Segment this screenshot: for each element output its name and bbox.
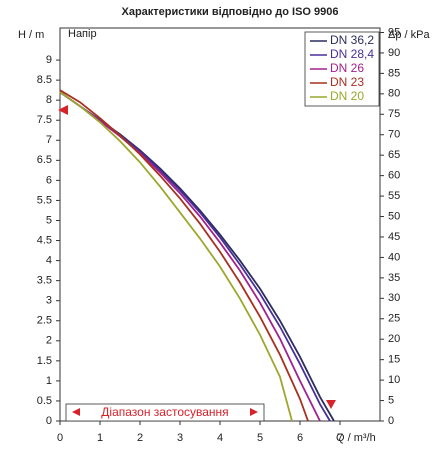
y2-tick-label: 95 [388,26,400,38]
y-tick-label: 2 [46,335,52,347]
y2-tick-label: 55 [388,190,400,202]
y2-tick-label: 40 [388,251,400,263]
x-tick-label: 3 [177,432,183,444]
chart-title: Характеристики відповідно до ISO 9906 [122,6,339,18]
y2-tick-label: 75 [388,108,400,120]
x-tick-label: 6 [297,432,303,444]
y2-tick-label: 15 [388,354,400,366]
y2-tick-label: 80 [388,88,400,100]
series-line [59,91,293,422]
x-tick-label: 0 [57,432,63,444]
y2-tick-label: 0 [388,415,394,427]
x-axis-label: Q / m³/h [336,432,376,444]
range-marker [58,105,68,115]
y-tick-label: 6.5 [37,154,52,166]
y2-tick-label: 60 [388,170,400,182]
x-tick-label: 4 [217,432,223,444]
y2-tick-label: 25 [388,313,400,325]
legend-label: DN 28,4 [330,47,374,61]
x-tick-label: 7 [337,432,343,444]
range-marker [326,400,336,409]
y-tick-label: 3.5 [37,275,52,287]
y-tick-label: 0.5 [37,395,52,407]
y2-axis-label: Δp / kPa [388,29,430,41]
x-tick-label: 2 [137,432,143,444]
y2-tick-label: 45 [388,231,400,243]
y-tick-label: 3 [46,295,52,307]
y-tick-label: 5.5 [37,194,52,206]
range-arrow [250,408,258,416]
y-axis-label: H / m [18,29,44,41]
range-arrow [72,408,80,416]
inner-label: Напір [68,28,97,40]
legend-label: DN 20 [330,89,364,103]
y2-tick-label: 50 [388,210,400,222]
y-tick-label: 4.5 [37,234,52,246]
legend-label: DN 36,2 [330,33,374,47]
y-tick-label: 4 [46,254,52,266]
y-tick-label: 7 [46,134,52,146]
x-tick-label: 5 [257,432,263,444]
y2-tick-label: 90 [388,47,400,59]
y2-tick-label: 85 [388,67,400,79]
range-label: Діапазон застосування [101,405,228,419]
y2-tick-label: 70 [388,129,400,141]
y-tick-label: 9 [46,54,52,66]
y2-tick-label: 30 [388,292,400,304]
series-line [59,91,321,422]
y-tick-label: 1.5 [37,355,52,367]
y2-tick-label: 65 [388,149,400,161]
y-tick-label: 2.5 [37,315,52,327]
y-tick-label: 8.5 [37,74,52,86]
y-tick-label: 5 [46,214,52,226]
y-tick-label: 8 [46,94,52,106]
range-box [65,403,265,422]
y2-tick-label: 10 [388,374,400,386]
y2-tick-label: 5 [388,394,394,406]
y-tick-label: 1 [46,375,52,387]
legend-label: DN 26 [330,61,364,75]
y-tick-label: 0 [46,415,52,427]
y2-tick-label: 35 [388,272,400,284]
y-tick-label: 6 [46,174,52,186]
series-line [59,89,309,422]
y2-tick-label: 20 [388,333,400,345]
legend-label: DN 23 [330,75,364,89]
y-tick-label: 7.5 [37,114,52,126]
x-tick-label: 1 [97,432,103,444]
